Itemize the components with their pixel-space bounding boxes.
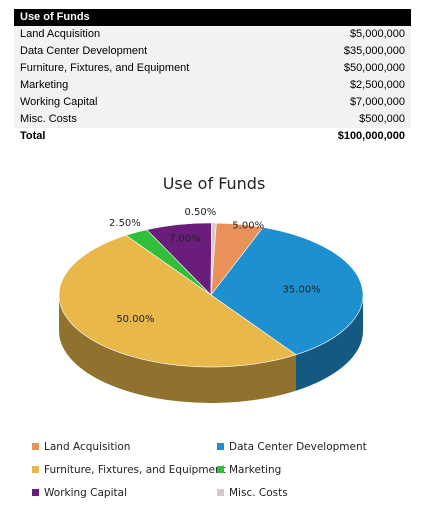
legend-swatch [217, 466, 224, 473]
legend-label: Furniture, Fixtures, and Equipment [44, 464, 226, 476]
use-of-funds-table: Use of Funds Land Acquisition $5,000,000 D… [14, 9, 411, 145]
legend-label: Data Center Development [229, 441, 367, 453]
row-value: $35,000,000 [290, 43, 411, 60]
slice-data-label: 35.00% [282, 285, 320, 296]
table-total-row: Total $100,000,000 [14, 128, 411, 145]
row-value: $2,500,000 [290, 77, 411, 94]
row-label: Marketing [14, 77, 291, 94]
row-label: Working Capital [14, 94, 291, 111]
legend-swatch [32, 443, 39, 450]
legend-item: Misc. Costs [217, 486, 288, 500]
table-row: Misc. Costs $500,000 [14, 111, 411, 128]
legend-swatch [32, 466, 39, 473]
legend-swatch [32, 489, 39, 496]
table-header-row: Use of Funds [14, 9, 411, 26]
slice-data-label: 5.00% [232, 220, 264, 231]
pie-slice [58, 234, 297, 368]
slice-data-label: 0.50% [184, 207, 216, 218]
table-row: Land Acquisition $5,000,000 [14, 26, 411, 43]
slice-data-label: 2.50% [109, 218, 141, 229]
legend-label: Marketing [229, 464, 282, 476]
legend-label: Misc. Costs [229, 487, 288, 499]
table-row: Furniture, Fixtures, and Equipment $50,00… [14, 60, 411, 77]
row-value: $7,000,000 [290, 94, 411, 111]
pie-side [295, 295, 363, 391]
legend-item: Working Capital [32, 486, 127, 500]
row-value: $5,000,000 [290, 26, 411, 43]
row-label: Misc. Costs [14, 111, 291, 128]
table-row: Working Capital $7,000,000 [14, 94, 411, 111]
chart-title: Use of Funds [162, 174, 266, 193]
pie-slice [210, 222, 217, 296]
legend-item: Data Center Development [217, 440, 367, 454]
row-label: Furniture, Fixtures, and Equipment [14, 60, 291, 77]
legend-label: Land Acquisition [44, 441, 131, 453]
legend-item: Land Acquisition [32, 440, 130, 454]
row-value: $500,000 [290, 111, 411, 128]
legend-item: Furniture, Fixtures, and Equipment [32, 463, 226, 477]
pie-slice [210, 227, 364, 356]
table-row: Marketing $2,500,000 [14, 77, 411, 94]
table-header: Use of Funds [14, 9, 411, 26]
slice-data-label: 7.00% [169, 234, 201, 245]
slice-data-label: 50.00% [116, 314, 154, 325]
legend-item: Marketing [217, 463, 281, 477]
row-value: $50,000,000 [290, 60, 411, 77]
row-value: $100,000,000 [290, 128, 411, 145]
legend-label: Working Capital [44, 487, 127, 499]
table-row: Data Center Development $35,000,000 [14, 43, 411, 60]
pie-side [58, 295, 296, 403]
row-label: Total [14, 128, 291, 145]
legend-swatch [217, 443, 224, 450]
pie-sides [58, 295, 363, 403]
legend-swatch [217, 489, 224, 496]
row-label: Land Acquisition [14, 26, 291, 43]
row-label: Data Center Development [14, 43, 291, 60]
